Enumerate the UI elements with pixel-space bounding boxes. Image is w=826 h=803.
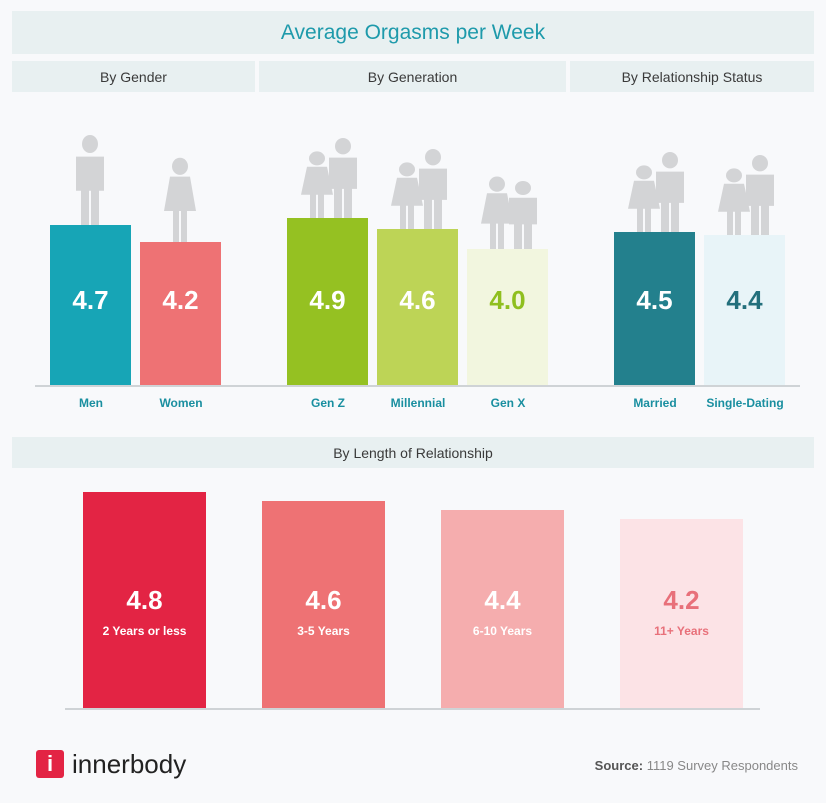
man-silhouette-icon <box>656 152 684 234</box>
bar-men: 4.7 <box>50 225 131 385</box>
section-header-relationship-status: By Relationship Status <box>570 61 814 92</box>
value-label: 4.2 <box>162 284 199 315</box>
category-label: 2 Years or less <box>102 624 187 638</box>
woman-silhouette-icon <box>391 161 423 231</box>
bar-11-years: 4.2 11+ Years <box>620 519 743 708</box>
section-header-gender: By Gender <box>12 61 255 92</box>
value-label: 4.6 <box>399 284 436 315</box>
baseline-top <box>35 385 800 387</box>
innerbody-logo-icon: i <box>36 750 64 778</box>
category-label: 6-10 Years <box>472 624 533 638</box>
source-note: Source: 1119 Survey Respondents <box>595 758 798 773</box>
bar-millennial: 4.6 <box>377 228 458 385</box>
value-label: 4.9 <box>309 284 346 315</box>
value-label: 4.4 <box>484 585 521 615</box>
value-label: 4.0 <box>489 285 526 315</box>
chart-title: Average Orgasms per Week <box>12 11 814 54</box>
woman-silhouette-icon <box>301 151 333 221</box>
bar-gen-z: 4.9 <box>287 218 368 385</box>
bar-2-years-or-less: 4.8 2 Years or less <box>83 492 206 708</box>
category-label: Single-Dating <box>706 396 784 410</box>
category-label: Women <box>159 396 203 410</box>
value-label: 4.7 <box>72 284 109 315</box>
section-header-generation: By Generation <box>259 61 566 92</box>
bar-3-5-years: 4.6 3-5 Years <box>262 501 385 708</box>
woman-silhouette-icon <box>628 165 660 234</box>
section-header-length: By Length of Relationship <box>12 437 814 468</box>
category-label: Men <box>79 396 103 410</box>
category-label: Gen X <box>490 396 526 410</box>
woman-silhouette-icon <box>481 176 513 251</box>
value-label: 4.5 <box>636 285 673 315</box>
source-text: 1119 Survey Respondents <box>646 758 798 773</box>
brand-name: innerbody <box>72 749 187 779</box>
bar-women: 4.2 <box>140 242 221 385</box>
man-silhouette-icon <box>509 181 537 251</box>
woman-silhouette-icon <box>718 168 750 238</box>
category-label: Millennial <box>390 396 446 410</box>
baseline-bottom <box>65 708 760 710</box>
category-label: Married <box>633 396 677 410</box>
source-label: Source: <box>594 758 644 773</box>
bar-gen-x: 4.0 <box>467 249 548 385</box>
bar-married: 4.5 <box>614 232 695 385</box>
value-label: 4.4 <box>726 284 763 315</box>
man-silhouette-icon <box>76 135 104 226</box>
category-label: 3-5 Years <box>297 624 350 638</box>
woman-silhouette-icon <box>164 157 196 243</box>
man-silhouette-icon <box>746 155 774 238</box>
value-label: 4.2 <box>663 585 700 615</box>
category-label: 11+ Years <box>654 624 709 638</box>
category-label: Gen Z <box>310 396 345 410</box>
bar-single-dating: 4.4 <box>704 235 785 385</box>
man-silhouette-icon <box>329 138 357 221</box>
value-label: 4.6 <box>305 585 342 615</box>
value-label: 4.8 <box>126 585 163 615</box>
bar-6-10-years: 4.4 6-10 Years <box>441 510 564 708</box>
man-silhouette-icon <box>419 148 447 231</box>
